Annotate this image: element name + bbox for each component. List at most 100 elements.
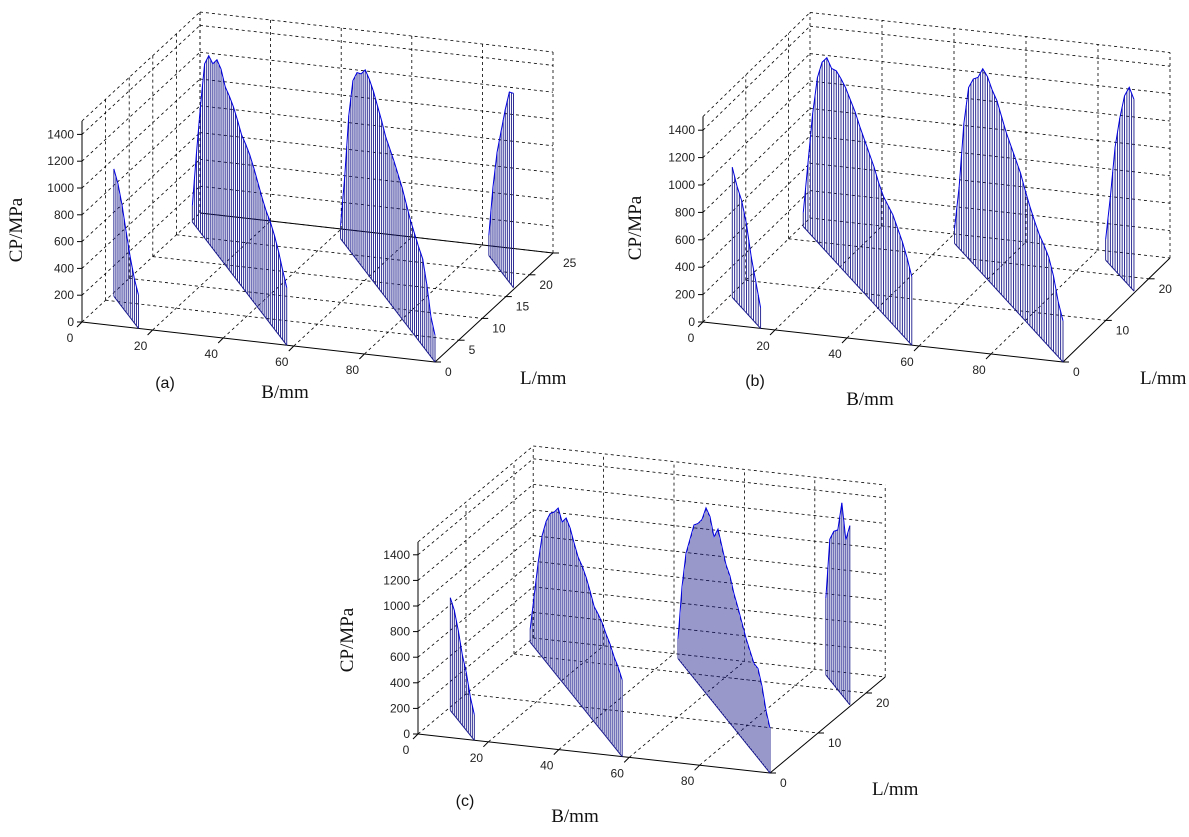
left-wall-gridline (81, 78, 201, 189)
floor-gridline-l (152, 256, 506, 297)
l-tick-label: 20 (539, 278, 553, 292)
pressure-strip-2 (802, 56, 913, 346)
b-tick-label: 60 (900, 355, 914, 369)
pressure-curve (529, 507, 623, 680)
pressure-curve (488, 91, 514, 236)
b-axis-title: B/mm (551, 806, 599, 827)
left-wall-gridline (417, 509, 534, 607)
left-wall-gridline (417, 586, 534, 684)
l-axis-title: L/mm (872, 779, 919, 800)
pressure-curve (1105, 86, 1135, 240)
floor-gridline-l (105, 299, 459, 341)
panel-label: (a) (155, 375, 175, 392)
b-tick-label: 0 (403, 743, 410, 757)
back-wall-gridline (199, 25, 554, 66)
panel-label: (b) (745, 373, 765, 390)
l-axis-title: L/mm (1140, 368, 1187, 389)
strip-base-line (825, 674, 851, 706)
b-tick-label: 80 (346, 363, 360, 377)
b-tick-label: 60 (611, 766, 625, 780)
back-wall-gridline (533, 445, 886, 486)
left-wall-gridline (81, 25, 201, 135)
left-wall-gridline (702, 12, 811, 117)
floor-gridline-l (745, 280, 1106, 321)
pressure-curve (113, 168, 139, 296)
b-tick-label: 0 (688, 331, 695, 345)
pressure-strip-1 (113, 168, 139, 329)
back-wall-gridline (533, 535, 886, 575)
l-tick-label: 20 (876, 696, 890, 710)
left-wall-gridline (702, 190, 811, 295)
cp-tick-label: 400 (675, 260, 695, 274)
cp-tick-label: 800 (54, 208, 74, 222)
pressure-strip-4 (488, 91, 514, 288)
pressure-strip-2 (529, 507, 623, 757)
back-wall-gridline (533, 612, 886, 652)
l-axis-title: L/mm (520, 368, 567, 389)
left-wall-gridline (702, 135, 811, 241)
left-wall-gridline (702, 108, 811, 213)
floor-gridline-b (846, 233, 955, 339)
b-tick (76, 321, 83, 328)
left-wall-gridline (81, 11, 201, 122)
panel-label: (c) (456, 793, 475, 810)
floor-gridline-b (918, 241, 1027, 347)
back-wall-gridline (199, 11, 554, 53)
cp-tick-label: 600 (390, 650, 410, 664)
l-tick-label: 0 (1073, 365, 1080, 379)
l-tick-label: 20 (1159, 282, 1173, 296)
b-tick (217, 337, 224, 344)
b-tick (553, 749, 560, 755)
pressure-strip-1 (449, 597, 475, 741)
b-axis-line (417, 733, 771, 774)
left-wall-gridline (417, 484, 534, 581)
cp-tick-label: 1200 (668, 151, 695, 165)
left-wall-gridline (417, 535, 534, 632)
b-tick (769, 329, 776, 336)
cp-tick-label: 200 (54, 288, 74, 302)
pressure-curve (731, 167, 762, 308)
left-wall-gridline (81, 185, 201, 296)
pressure-strip-2 (191, 54, 288, 346)
left-wall-gridline (417, 560, 534, 658)
left-wall-gridline (702, 217, 811, 323)
b-axis-line (702, 321, 1064, 363)
b-tick-label: 20 (470, 751, 484, 765)
pressure-curve (953, 67, 1064, 322)
back-wall-gridline (809, 53, 1171, 94)
back-wall-gridline (199, 78, 554, 120)
b-tick (483, 741, 489, 748)
back-wall-gridline (533, 458, 886, 499)
b-tick-label: 60 (275, 355, 289, 369)
cp-axis-title: CP/MPa (6, 197, 27, 262)
left-wall-gridline (702, 162, 811, 268)
strip-base-line (340, 238, 436, 363)
b-tick (985, 353, 992, 360)
l-axis-line (1062, 257, 1171, 363)
pressure-strip-4 (1105, 86, 1135, 292)
cp-tick-label: 1000 (47, 181, 74, 195)
b-axis-title: B/mm (846, 389, 894, 410)
back-wall-gridline (199, 185, 554, 227)
cp-axis-title: CP/MPa (625, 195, 646, 260)
left-wall-gridline (81, 105, 201, 216)
b-axis-title: B/mm (261, 382, 309, 403)
floor-gridline-b (364, 244, 483, 355)
cp-tick-label: 600 (675, 233, 695, 247)
l-tick-label: 15 (516, 300, 530, 314)
back-floor-edge (199, 212, 554, 254)
cp-tick-label: 1200 (383, 573, 410, 587)
left-wall-gridline (417, 637, 534, 735)
left-wall-gridline (81, 132, 201, 242)
b-tick (697, 321, 704, 328)
cp-tick-label: 1200 (47, 154, 74, 168)
pressure-curve (191, 54, 288, 288)
cp-tick-label: 400 (54, 261, 74, 275)
cp-tick-label: 0 (403, 727, 410, 741)
b-tick (694, 764, 700, 771)
back-wall-gridline (533, 586, 886, 627)
cp-tick-label: 1400 (47, 127, 74, 141)
